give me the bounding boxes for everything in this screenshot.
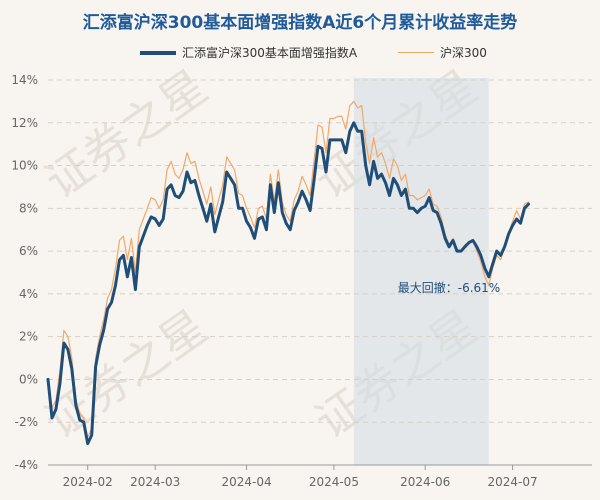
x-tick-label: 2024-05 [309,475,359,489]
y-tick-label: 8% [19,201,38,215]
y-tick-label: -4% [15,458,38,472]
series-line-fund [46,121,530,446]
y-tick-label: 2% [19,330,38,344]
y-tick-label: 10% [11,159,38,173]
legend-swatch-index [398,52,434,53]
x-tick-label: 2024-06 [400,475,450,489]
watermark-text: 证券之星 [35,299,217,449]
max-drawdown-label: 最大回撤：-6.61% [398,280,500,295]
chart-title: 汇添富沪深300基本面增强指数A近6个月累计收益率走势 [82,13,518,33]
x-tick-label: 2024-04 [221,475,271,489]
y-tick-label: 12% [11,116,38,130]
x-tick-label: 2024-07 [488,475,538,489]
y-tick-label: -2% [15,415,38,429]
label-group: -4% -2% 0% 2% 4% 6% 8% 10% 12% 14% 2024-02 2024-03 2… [11,73,537,489]
y-tick-label: 0% [19,372,38,386]
legend: 汇添富沪深300基本面增强指数A 沪深300 [0,44,600,62]
series-group [46,100,530,446]
y-tick-label: 14% [11,73,38,87]
max-drawdown-region [353,78,489,465]
legend-label-fund: 汇添富沪深300基本面增强指数A [182,46,358,60]
y-tick-label: 6% [19,244,38,258]
x-tick-label: 2024-03 [130,475,180,489]
grid-group [48,79,592,470]
legend-item-fund[interactable]: 汇添富沪深300基本面增强指数A [140,44,357,61]
drawdown-shade-group [353,78,489,465]
legend-label-index: 沪深300 [440,46,487,60]
legend-swatch-fund [140,50,176,55]
watermark-text: 证券之星 [35,59,217,209]
y-tick-label: 4% [19,287,38,301]
legend-item-index[interactable]: 沪深300 [398,44,487,61]
x-tick-label: 2024-02 [63,475,113,489]
